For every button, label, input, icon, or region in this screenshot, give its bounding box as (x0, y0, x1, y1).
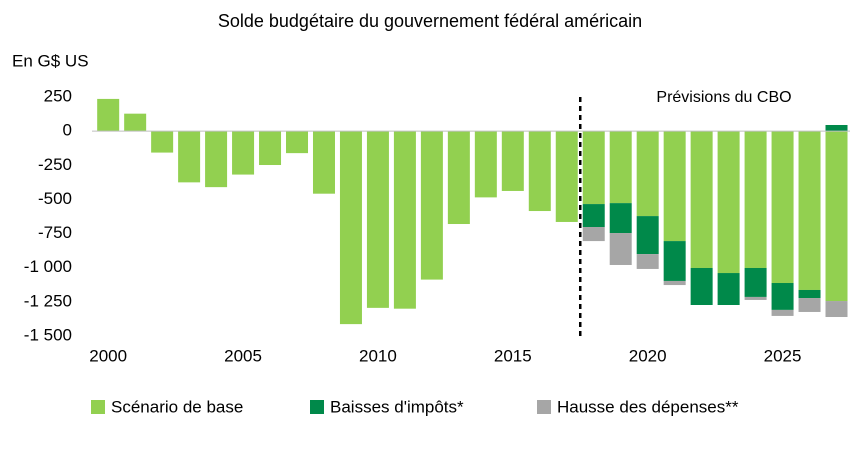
legend-swatch (537, 400, 551, 414)
bar (151, 131, 174, 153)
bar (393, 131, 416, 309)
bar (420, 131, 443, 280)
bar (744, 296, 767, 300)
bar (771, 309, 794, 316)
y-tick-label: -750 (38, 223, 72, 242)
bar (555, 131, 578, 222)
y-tick-label: 250 (44, 86, 72, 105)
bar (582, 227, 605, 242)
bar (582, 131, 605, 205)
bar (582, 204, 605, 228)
y-tick-label: -1 250 (24, 291, 72, 310)
bar (636, 131, 659, 217)
bar (717, 273, 740, 305)
legend-label: Baisses d'impôts* (330, 397, 464, 416)
bar (178, 131, 201, 183)
legend-swatch (310, 400, 324, 414)
x-tick-label: 2015 (494, 346, 532, 365)
y-tick-label: -500 (38, 189, 72, 208)
bar (232, 131, 255, 175)
bar (609, 203, 632, 234)
x-tick-label: 2020 (629, 346, 667, 365)
bar (717, 131, 740, 274)
bar (609, 131, 632, 204)
bar (97, 98, 120, 132)
x-tick-label: 2000 (89, 346, 127, 365)
bar (798, 131, 821, 290)
annotation: Prévisions du CBO (656, 89, 791, 106)
y-tick-label: 0 (63, 121, 72, 140)
bar (312, 131, 335, 194)
bar (447, 131, 470, 225)
bar (744, 131, 767, 268)
x-tick-label: 2025 (764, 346, 802, 365)
bar (663, 131, 686, 242)
bar (690, 131, 713, 268)
bar (825, 131, 848, 302)
bar (124, 113, 147, 132)
y-tick-label: -250 (38, 155, 72, 174)
bar (798, 289, 821, 299)
bar (286, 131, 309, 154)
chart-title: Solde budgétaire du gouvernement fédéral… (218, 11, 642, 31)
bar (825, 124, 848, 132)
bar (528, 131, 551, 212)
bar (825, 301, 848, 318)
bar (366, 131, 389, 308)
y-tick-label: -1 000 (24, 257, 72, 276)
bar (771, 283, 794, 310)
bar (259, 131, 282, 166)
legend-label: Hausse des dépenses** (557, 397, 739, 416)
bar (690, 267, 713, 305)
bar (798, 298, 821, 312)
bar (771, 131, 794, 284)
bar (339, 131, 362, 325)
bar (663, 241, 686, 281)
bar (501, 131, 524, 191)
x-tick-label: 2005 (224, 346, 262, 365)
x-tick-label: 2010 (359, 346, 397, 365)
y-axis-label: En G$ US (12, 51, 89, 70)
bar (663, 280, 686, 286)
bar (744, 267, 767, 297)
bar (609, 233, 632, 265)
legend-label: Scénario de base (111, 397, 243, 416)
bar (636, 216, 659, 255)
bar (474, 131, 497, 198)
y-tick-label: -1 500 (24, 325, 72, 344)
legend-swatch (91, 400, 105, 414)
bar (205, 131, 228, 188)
bar (636, 254, 659, 269)
